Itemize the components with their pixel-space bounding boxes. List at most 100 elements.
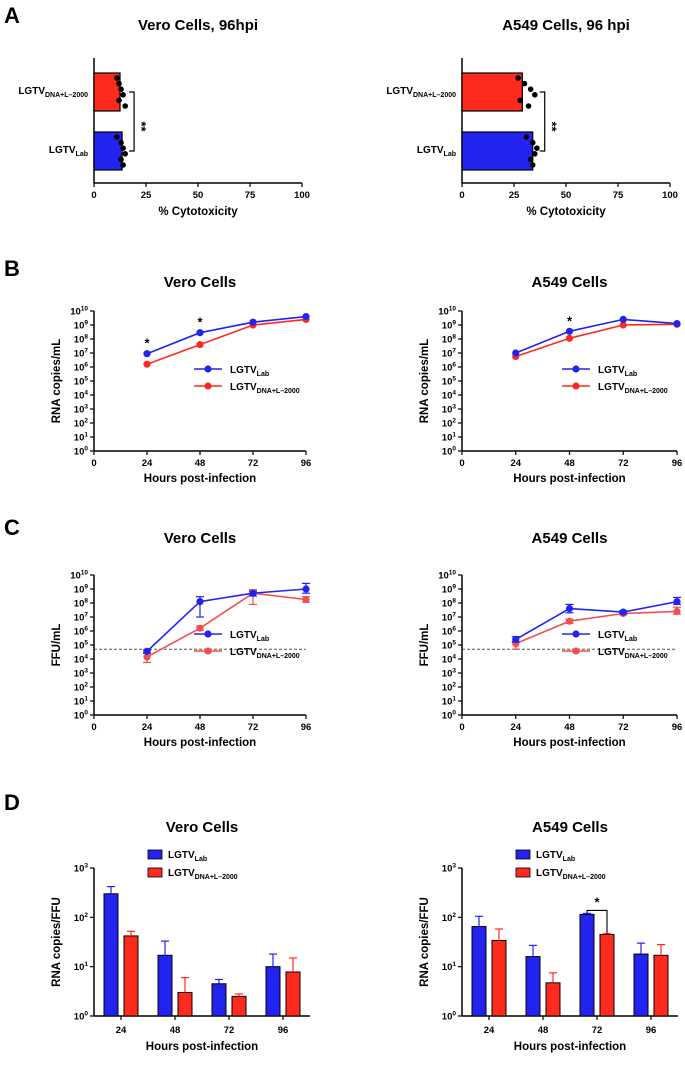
x-tick-label-b-vero: 48	[195, 458, 206, 469]
y-tick-label-b-a549: 109	[442, 320, 457, 332]
data-point-lab-b-a549	[619, 315, 627, 323]
y-tick-label-b-a549: 104	[442, 390, 457, 402]
data-point-a-vero-1	[120, 162, 126, 168]
x-tick-label-c-a549: 48	[564, 722, 575, 733]
data-point-a-a549-0	[515, 75, 521, 81]
panel-label-c: C	[4, 515, 20, 540]
x-tick-label-a-vero: 50	[193, 190, 204, 201]
y-tick-label-c-a549: 101	[442, 696, 457, 708]
y-tick-label-c-vero: 1010	[70, 570, 88, 582]
legend-label-lab-c-vero: LGTVLab	[230, 630, 269, 643]
y-tick-label-d-vero: 100	[74, 1011, 89, 1023]
bar-dna-d-a549	[545, 982, 561, 1017]
data-point-a-a549-0	[525, 103, 532, 109]
y-tick-label-b-vero: 104	[74, 390, 89, 402]
bar-a-a549-1	[461, 131, 534, 171]
series-line-dna-c-vero	[146, 592, 307, 658]
y-tick-label-b-vero: 101	[74, 432, 89, 444]
y-tick-label-b-vero: 105	[74, 376, 89, 388]
legend-marker-lab-b-a549	[572, 365, 580, 373]
y-tick-label-b-vero: 108	[74, 334, 89, 346]
x-tick-label-b-a549: 96	[672, 458, 683, 469]
y-tick-label-b-a549: 105	[442, 376, 457, 388]
x-tick-label-d-a549: 96	[646, 1025, 657, 1036]
y-tick-label-b-a549: 102	[442, 418, 457, 430]
data-point-lab-b-vero	[196, 329, 204, 337]
bar-dna-d-a549	[653, 954, 669, 1017]
x-tick-label-b-a549: 24	[510, 458, 521, 469]
significance-bracket-a-vero	[129, 91, 135, 152]
x-axis-label-a-a549: % Cytotoxicity	[526, 206, 606, 218]
legend-swatch-lab-d-vero	[147, 849, 163, 860]
data-point-a-a549-1	[529, 139, 536, 146]
legend-marker-lab-b-vero	[204, 365, 212, 373]
x-tick-label-b-vero: 0	[91, 458, 96, 469]
legend-label-dna-b-vero: LGTVDNA+L–2000	[230, 382, 300, 395]
bar-lab-d-a549	[579, 913, 595, 1017]
x-tick-label-d-a549: 48	[538, 1025, 549, 1036]
data-point-a-a549-1	[527, 156, 534, 163]
y-tick-label-d-a549: 102	[442, 912, 457, 924]
significance-bracket-d-a549	[586, 909, 608, 934]
y-tick-label-c-a549: 105	[442, 640, 457, 652]
legend-label-dna-c-vero: LGTVDNA+L–2000	[230, 647, 300, 660]
data-point-a-a549-0	[521, 80, 528, 87]
legend-label-dna-d-a549: LGTVDNA+L–2000	[536, 868, 606, 881]
data-point-a-a549-0	[517, 97, 524, 104]
category-label-a-a549-1: LGTVLab	[417, 145, 456, 158]
data-point-a-a549-1	[534, 145, 540, 151]
significance-star-b-vero: *	[197, 315, 203, 330]
legend-label-lab-c-a549: LGTVLab	[598, 630, 637, 643]
data-point-a-vero-0	[120, 92, 126, 98]
x-axis-label-a-vero: % Cytotoxicity	[158, 206, 238, 218]
x-axis-label-d-a549: Hours post-infection	[514, 1041, 626, 1053]
x-tick-label-a-vero: 0	[91, 190, 96, 201]
y-tick-label-d-a549: 100	[442, 1011, 457, 1023]
bar-a-a549-0	[461, 72, 523, 112]
chart-title-a-vero: Vero Cells, 96hpi	[138, 17, 258, 34]
x-tick-label-b-a549: 0	[459, 458, 464, 469]
data-point-dna-c-a549	[565, 617, 574, 625]
legend-marker-dna-b-a549	[572, 382, 580, 390]
y-tick-label-d-vero: 101	[74, 961, 89, 973]
bar-dna-d-vero	[177, 991, 193, 1017]
y-axis-label-c-a549: FFU/mL	[419, 624, 431, 667]
y-tick-label-c-a549: 108	[442, 598, 457, 610]
x-tick-label-d-a549: 24	[484, 1025, 495, 1036]
y-tick-label-d-vero: 102	[74, 912, 89, 924]
y-tick-label-b-vero: 107	[74, 348, 89, 360]
data-point-dna-c-vero	[302, 595, 310, 604]
bar-lab-d-a549	[471, 926, 487, 1017]
significance-label-a-a549: **	[545, 122, 560, 133]
x-tick-label-b-vero: 96	[301, 458, 312, 469]
y-tick-label-c-a549: 107	[442, 612, 457, 624]
y-tick-label-c-vero: 108	[74, 598, 89, 610]
bar-lab-d-vero	[211, 983, 227, 1017]
legend-swatch-dna-d-a549	[515, 867, 531, 878]
data-point-a-vero-1	[114, 134, 120, 140]
y-tick-label-c-vero: 109	[74, 584, 89, 596]
x-tick-label-a-a549: 100	[662, 190, 678, 201]
legend-label-dna-d-vero: LGTVDNA+L–2000	[168, 868, 238, 881]
data-point-dna-b-a549	[619, 321, 627, 329]
y-tick-label-b-a549: 103	[442, 404, 457, 416]
data-point-a-a549-1	[532, 151, 538, 157]
legend-label-lab-d-vero: LGTVLab	[168, 850, 207, 863]
legend-marker-lab-c-a549	[572, 630, 580, 638]
x-axis-label-c-vero: Hours post-infection	[144, 737, 256, 749]
series-line-lab-b-a549	[515, 318, 678, 354]
y-tick-label-c-vero: 101	[74, 696, 89, 708]
data-point-a-vero-1	[122, 151, 128, 157]
x-tick-label-b-a549: 72	[618, 458, 629, 469]
x-tick-label-d-vero: 96	[278, 1025, 289, 1036]
y-tick-label-c-a549: 103	[442, 668, 457, 680]
y-tick-label-c-a549: 100	[442, 710, 457, 722]
x-tick-label-c-a549: 72	[618, 722, 629, 733]
x-tick-label-b-vero: 72	[248, 458, 259, 469]
data-point-dna-c-vero	[143, 653, 151, 661]
data-point-lab-b-vero	[143, 350, 151, 358]
x-tick-label-c-vero: 48	[195, 722, 206, 733]
y-tick-label-c-vero: 105	[74, 640, 89, 652]
data-point-lab-b-a549	[565, 327, 574, 335]
x-axis-label-c-a549: Hours post-infection	[513, 737, 625, 749]
